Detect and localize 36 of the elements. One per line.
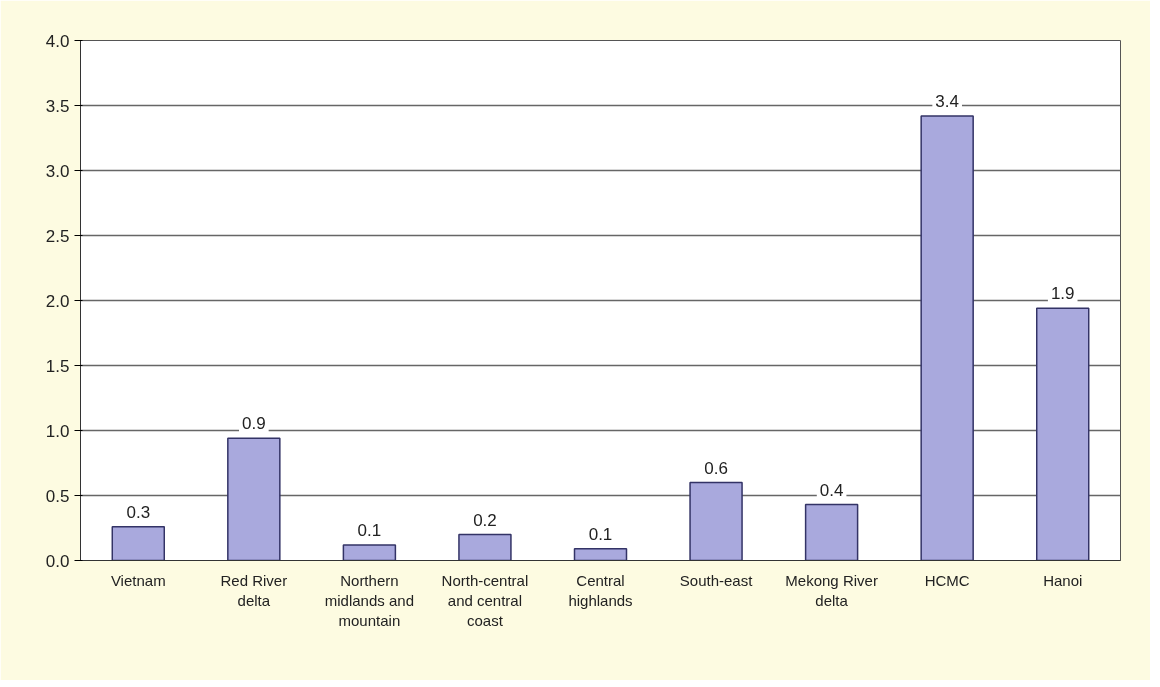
x-tick-label: HCMC xyxy=(924,571,970,589)
x-tick-label: Hanoi xyxy=(1043,571,1083,589)
data-label: 0.4 xyxy=(819,480,844,500)
y-tick-label: 0.0 xyxy=(45,551,70,571)
data-label: 0.1 xyxy=(357,520,382,540)
bar xyxy=(111,525,166,561)
y-tick-label: 4.0 xyxy=(45,31,70,51)
bar xyxy=(342,544,397,561)
x-tick-label: Mekong River delta xyxy=(785,571,878,609)
x-tick-label: South-east xyxy=(679,571,754,589)
bar xyxy=(227,437,281,561)
y-tick-label: 1.0 xyxy=(45,421,70,441)
x-tick-label: Central highlands xyxy=(568,571,633,609)
y-tick-label: 0.5 xyxy=(45,486,70,506)
y-tick-label: 1.5 xyxy=(45,356,70,376)
bar xyxy=(804,503,859,561)
y-tick-label: 3.0 xyxy=(45,161,70,181)
data-label: 0.3 xyxy=(126,502,151,522)
x-tick-label: Northern midlands and mountain xyxy=(324,571,415,630)
y-tick-label: 2.5 xyxy=(45,226,70,246)
y-tick-label: 2.0 xyxy=(45,291,70,311)
data-label: 0.9 xyxy=(242,414,266,434)
bar xyxy=(920,115,974,561)
x-tick-label: North-central and central coast xyxy=(441,571,529,630)
bar xyxy=(458,533,512,561)
data-label: 0.2 xyxy=(473,510,497,530)
data-label: 0.1 xyxy=(588,524,613,544)
bar xyxy=(689,481,743,561)
bar xyxy=(1035,307,1090,561)
x-tick-label: Vietnam xyxy=(110,571,166,589)
x-tick-label: Red River delta xyxy=(220,571,288,609)
data-label: 3.4 xyxy=(935,91,959,111)
bar xyxy=(573,548,628,561)
data-label: 0.6 xyxy=(704,458,728,478)
y-tick-label: 3.5 xyxy=(45,96,70,116)
data-label: 1.9 xyxy=(1050,284,1075,304)
